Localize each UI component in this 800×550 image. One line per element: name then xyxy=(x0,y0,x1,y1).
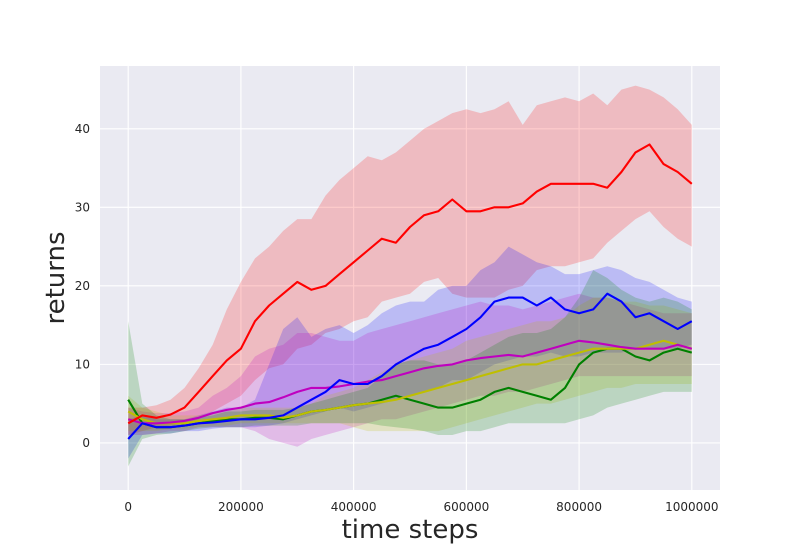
series-2-band xyxy=(128,246,692,459)
y-tick-label: 10 xyxy=(75,357,90,371)
x-axis-title: time steps xyxy=(342,515,479,545)
series-2-line xyxy=(127,292,693,440)
grid-lines xyxy=(100,66,720,490)
x-tick-label: 600000 xyxy=(443,500,489,514)
y-tick-label: 20 xyxy=(75,279,90,293)
x-tick-label: 400000 xyxy=(331,500,377,514)
y-tick-label: 0 xyxy=(82,436,90,450)
confidence-bands xyxy=(128,85,692,467)
series-3-band xyxy=(128,293,692,447)
x-tick-label: 800000 xyxy=(556,500,602,514)
series-5-line xyxy=(127,347,693,429)
y-tick-label: 30 xyxy=(75,200,90,214)
x-tick-label: 1000000 xyxy=(665,500,718,514)
series-3-line xyxy=(127,339,693,425)
series-1-line xyxy=(127,143,693,425)
y-axis-title: returns xyxy=(41,231,71,324)
series-4-line xyxy=(127,339,693,425)
series-4-band xyxy=(128,297,692,432)
series-1-band xyxy=(128,85,692,435)
series-lines xyxy=(127,143,693,440)
x-tick-label: 0 xyxy=(124,500,132,514)
tick-labels: 0 200000 400000 600000 800000 1000000 0 10 20 30 4… xyxy=(75,122,719,514)
x-tick-label: 200000 xyxy=(218,500,264,514)
y-tick-label: 40 xyxy=(75,122,90,136)
